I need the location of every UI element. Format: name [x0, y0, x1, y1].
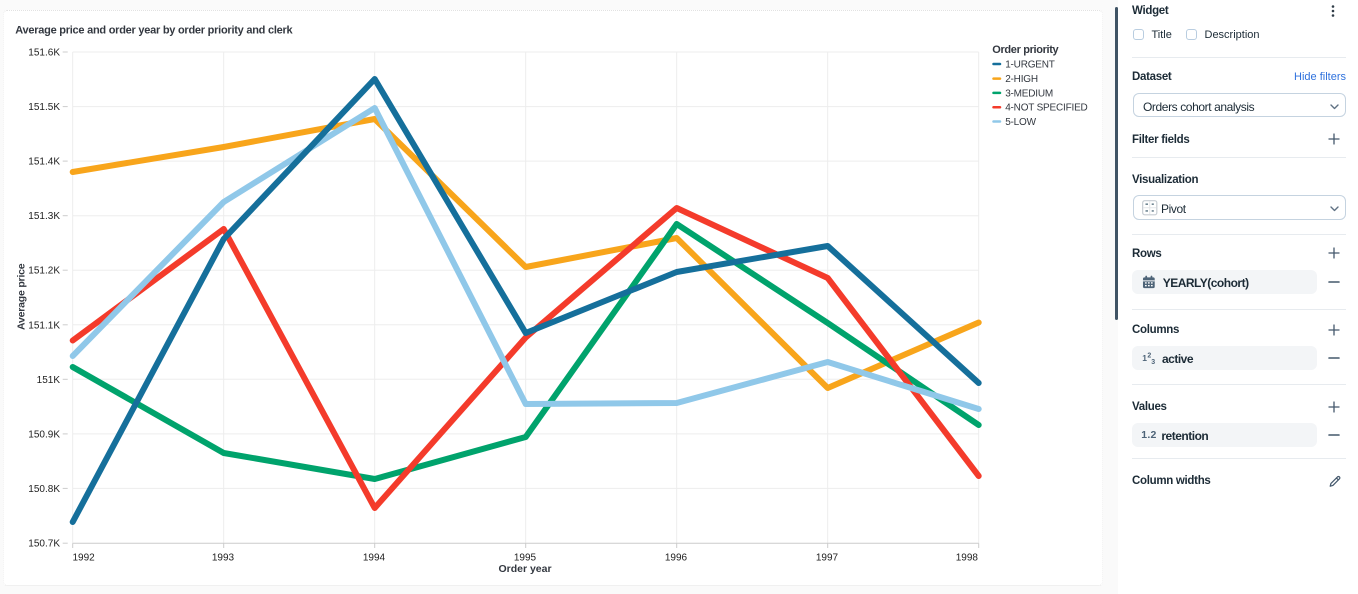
svg-text:2-HIGH: 2-HIGH	[1005, 74, 1038, 85]
svg-text:151.4K: 151.4K	[28, 157, 60, 168]
svg-text:150.7K: 150.7K	[28, 539, 60, 550]
svg-text:1-URGENT: 1-URGENT	[1005, 60, 1055, 71]
svg-text:1: 1	[1142, 352, 1147, 362]
svg-text:3: 3	[1151, 359, 1155, 365]
svg-text:151.1K: 151.1K	[28, 320, 60, 331]
svg-text:1994: 1994	[363, 552, 386, 563]
svg-text:Average price and order year b: Average price and order year by order pr…	[15, 25, 293, 37]
svg-text:Average price: Average price	[15, 263, 27, 330]
svg-text:1996: 1996	[665, 552, 688, 563]
svg-text:1998: 1998	[956, 552, 979, 563]
svg-text:151.6K: 151.6K	[28, 48, 60, 59]
svg-text:3-MEDIUM: 3-MEDIUM	[1005, 88, 1053, 99]
svg-text:1992: 1992	[73, 552, 96, 563]
svg-text:150.9K: 150.9K	[28, 429, 60, 440]
svg-text:151.5K: 151.5K	[28, 102, 60, 113]
svg-text:1995: 1995	[514, 552, 537, 563]
svg-text:151.3K: 151.3K	[28, 211, 60, 222]
svg-text:1997: 1997	[816, 552, 839, 563]
svg-text:Order year: Order year	[498, 563, 551, 575]
svg-text:4-NOT SPECIFIED: 4-NOT SPECIFIED	[1005, 103, 1087, 114]
svg-text:150.8K: 150.8K	[28, 484, 60, 495]
svg-text:151.2K: 151.2K	[28, 266, 60, 277]
svg-text:2: 2	[1147, 352, 1151, 359]
svg-text:Order priority: Order priority	[992, 44, 1059, 56]
svg-text:1993: 1993	[212, 552, 235, 563]
svg-text:151K: 151K	[37, 375, 61, 386]
svg-text:5-LOW: 5-LOW	[1005, 117, 1036, 128]
